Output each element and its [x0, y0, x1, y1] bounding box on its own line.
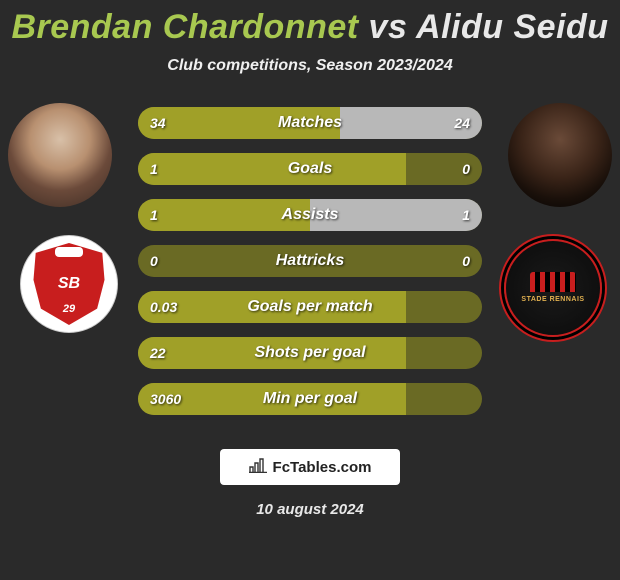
stat-value-right: 0 [462, 245, 470, 277]
brand-badge: FcTables.com [220, 449, 400, 485]
chart-icon [249, 457, 267, 478]
bar-fill-left [138, 291, 406, 323]
stat-value-right: 0 [462, 153, 470, 185]
stat-row: 22Shots per goal [138, 337, 482, 369]
comparison-panel: SB 29 STADE RENNAIS 3424Matches 10Goals 11… [0, 103, 620, 433]
stat-row: 3424Matches [138, 107, 482, 139]
stat-label: Hattricks [138, 245, 482, 277]
infographic-date: 10 august 2024 [0, 501, 620, 518]
bar-fill-left [138, 337, 406, 369]
player-avatar-left [8, 103, 112, 207]
comparison-title: Brendan Chardonnet vs Alidu Seidu [0, 0, 620, 47]
player-avatar-right [508, 103, 612, 207]
stat-row: 0.03Goals per match [138, 291, 482, 323]
subtitle: Club competitions, Season 2023/2024 [0, 57, 620, 75]
bar-fill-left [138, 153, 406, 185]
title-right: Alidu Seidu [416, 8, 609, 46]
stat-row: 0 0Hattricks [138, 245, 482, 277]
club-badge-left: SB 29 [20, 235, 118, 333]
bar-fill-left [138, 199, 310, 231]
bar-fill-right [340, 107, 482, 139]
stat-bars: 3424Matches10Goals11Assists00Hattricks0.… [138, 107, 482, 429]
shield-icon: SB 29 [32, 243, 106, 325]
title-vs: vs [369, 8, 417, 46]
title-left: Brendan Chardonnet [11, 8, 358, 46]
stat-row: 11Assists [138, 199, 482, 231]
stat-row: 10Goals [138, 153, 482, 185]
club-badge-right: STADE RENNAIS [504, 239, 602, 337]
stat-row: 3060Min per goal [138, 383, 482, 415]
club-sub-left: 29 [63, 303, 75, 315]
bar-fill-right [310, 199, 482, 231]
brand-text: FcTables.com [273, 459, 372, 476]
club-text-right: STADE RENNAIS [521, 296, 584, 304]
club-abbrev-left: SB [58, 275, 80, 293]
stat-value-left: 0 [150, 245, 158, 277]
bar-fill-left [138, 383, 406, 415]
bar-fill-left [138, 107, 340, 139]
stripes-icon [530, 272, 576, 292]
